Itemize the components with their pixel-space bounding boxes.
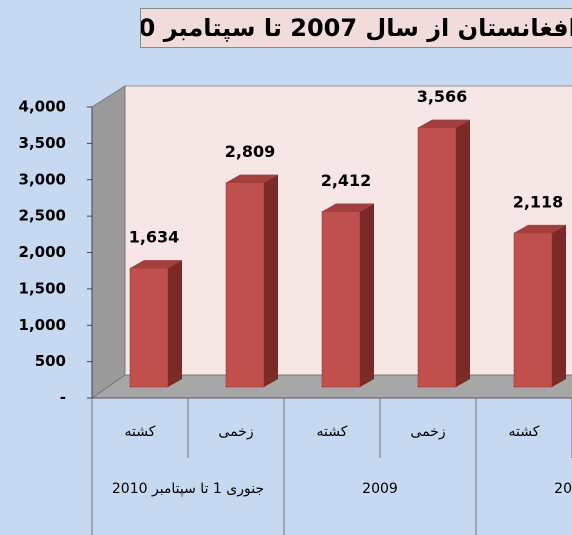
bar-side [264,174,278,387]
y-tick-label: - [60,389,66,407]
bar-side [552,224,566,387]
x-tick-label: زخمی [218,424,253,440]
group-label: 2008 [554,481,572,497]
side-wall [91,85,126,399]
y-tick-label: 1,500 [19,279,66,297]
value-label: 2,118 [513,192,564,211]
value-label: 1,634 [129,228,180,247]
bar-top [418,119,470,128]
value-label: 2,809 [225,142,276,161]
bar-top [514,224,566,233]
bar-top [130,260,182,269]
y-tick-label: 2,500 [19,207,66,225]
bar [225,182,265,388]
y-tick-label: 1,000 [19,316,66,334]
bar [129,267,169,388]
value-label: 2,412 [321,171,372,190]
x-tick-label: کشته [509,424,540,440]
bar [513,232,553,388]
bar-top [226,174,278,183]
bar [417,127,457,388]
y-tick-label: 3,000 [19,170,66,188]
bar-side [360,203,374,387]
bar-side [456,119,470,388]
group-label: 2009 [362,481,398,497]
x-tick-label: کشته [125,424,156,440]
chart-title: ر افغانستان از سال 2007 تا سپتامبر 2010 [140,8,572,48]
y-tick-label: 4,000 [19,98,66,116]
bar-top [322,203,374,212]
y-tick-label: 2,000 [19,243,66,261]
value-label: 3,566 [417,87,468,106]
bar [321,211,361,388]
y-tick-label: 3,500 [19,134,66,152]
x-tick-label: زخمی [410,424,445,440]
bar-side [168,260,182,387]
y-tick-label: 500 [35,352,66,370]
x-tick-label: کشته [317,424,348,440]
group-label: جنوری 1 تا سپتامبر 2010 [111,481,265,497]
